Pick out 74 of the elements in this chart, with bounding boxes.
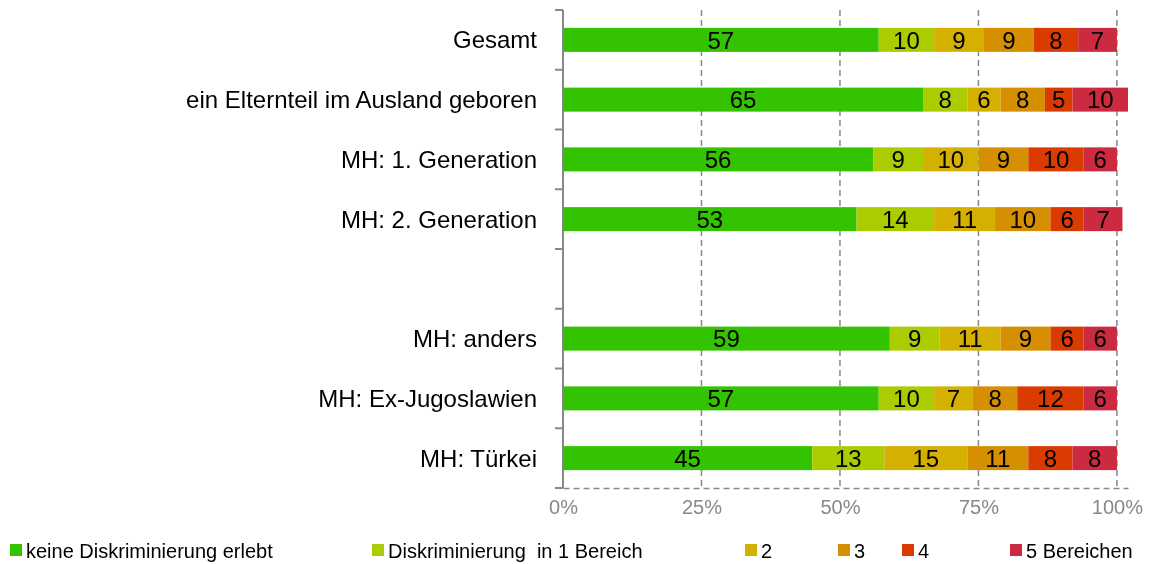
bar	[563, 87, 924, 112]
data-label: 12	[1037, 385, 1064, 413]
data-label: 8	[988, 385, 1002, 413]
data-label: 15	[912, 444, 940, 472]
y-tick-label: ein Elternteil im Ausland geboren	[186, 86, 537, 114]
data-label: 8	[1088, 444, 1102, 472]
x-tick-label: 25%	[681, 496, 723, 519]
data-label: 7	[946, 385, 961, 413]
bar	[563, 27, 879, 52]
data-label: 8	[1016, 86, 1030, 114]
data-label: 9	[891, 146, 905, 174]
bar	[978, 147, 1029, 172]
x-tick-label: 50%	[820, 496, 861, 519]
data-label: 6	[1093, 385, 1107, 413]
data-label: 57	[707, 385, 735, 413]
data-label: 10	[1042, 146, 1070, 174]
data-label: 10	[937, 146, 965, 174]
y-tick-label: MH: 2. Generation	[340, 205, 537, 233]
x-tick-label: 100%	[1091, 496, 1144, 519]
data-label: 7	[1090, 26, 1105, 54]
data-label: 10	[1009, 205, 1037, 233]
legend-label: keine Diskriminierung erlebt	[26, 540, 274, 562]
data-label: 11	[952, 205, 978, 233]
legend-label: 2	[761, 540, 773, 562]
data-label: 10	[1086, 86, 1114, 114]
bar	[1078, 27, 1117, 52]
data-label: 9	[996, 146, 1011, 174]
y-tick-label: Gesamt	[452, 26, 538, 54]
y-tick-label: MH: anders	[412, 325, 537, 353]
bar	[1083, 207, 1123, 232]
y-tick-label: MH: Ex-Jugoslawien	[318, 384, 537, 412]
bar	[563, 446, 813, 471]
data-label: 10	[893, 26, 920, 54]
bar	[563, 147, 874, 172]
data-label: 11	[957, 325, 983, 353]
data-label: 10	[893, 385, 920, 413]
legend-label: Diskriminierung in 1 Bereich	[388, 540, 643, 562]
data-label: 6	[1060, 205, 1074, 233]
data-label: 57	[707, 26, 735, 54]
legend-label: 4	[918, 540, 930, 562]
bar	[873, 147, 924, 172]
x-tick-label: 0%	[549, 496, 579, 519]
data-label: 8	[938, 86, 952, 114]
data-label: 6	[1093, 146, 1107, 174]
data-label: 9	[1018, 325, 1033, 353]
bar	[563, 386, 879, 411]
data-label: 5	[1052, 86, 1066, 114]
data-label: 53	[696, 205, 724, 233]
data-label: 9	[952, 26, 966, 54]
data-label: 13	[834, 444, 862, 472]
legend-label: 3	[854, 540, 866, 562]
y-tick-label: MH: Türkei	[420, 444, 537, 472]
data-label: 14	[882, 205, 909, 233]
bar	[563, 326, 890, 351]
data-label: 8	[1049, 26, 1063, 54]
legend-label: 5 Bereichen	[1026, 540, 1133, 562]
data-label: 6	[1060, 325, 1074, 353]
bar	[884, 446, 968, 471]
y-tick-label: MH: 1. Generation	[340, 145, 537, 173]
data-label: 45	[674, 444, 701, 472]
bar	[889, 326, 940, 351]
data-label: 9	[1002, 26, 1016, 54]
data-label: 6	[977, 86, 991, 114]
data-label: 59	[713, 325, 740, 353]
data-label: 65	[729, 86, 757, 114]
data-label: 9	[908, 325, 922, 353]
data-label: 11	[985, 444, 1011, 472]
data-label: 7	[1096, 205, 1110, 233]
data-label: 6	[1093, 325, 1107, 353]
bar	[934, 386, 973, 411]
data-label: 56	[704, 146, 732, 174]
data-label: 8	[1043, 444, 1058, 472]
bar	[563, 207, 857, 232]
x-tick-label: 75%	[958, 496, 1000, 519]
